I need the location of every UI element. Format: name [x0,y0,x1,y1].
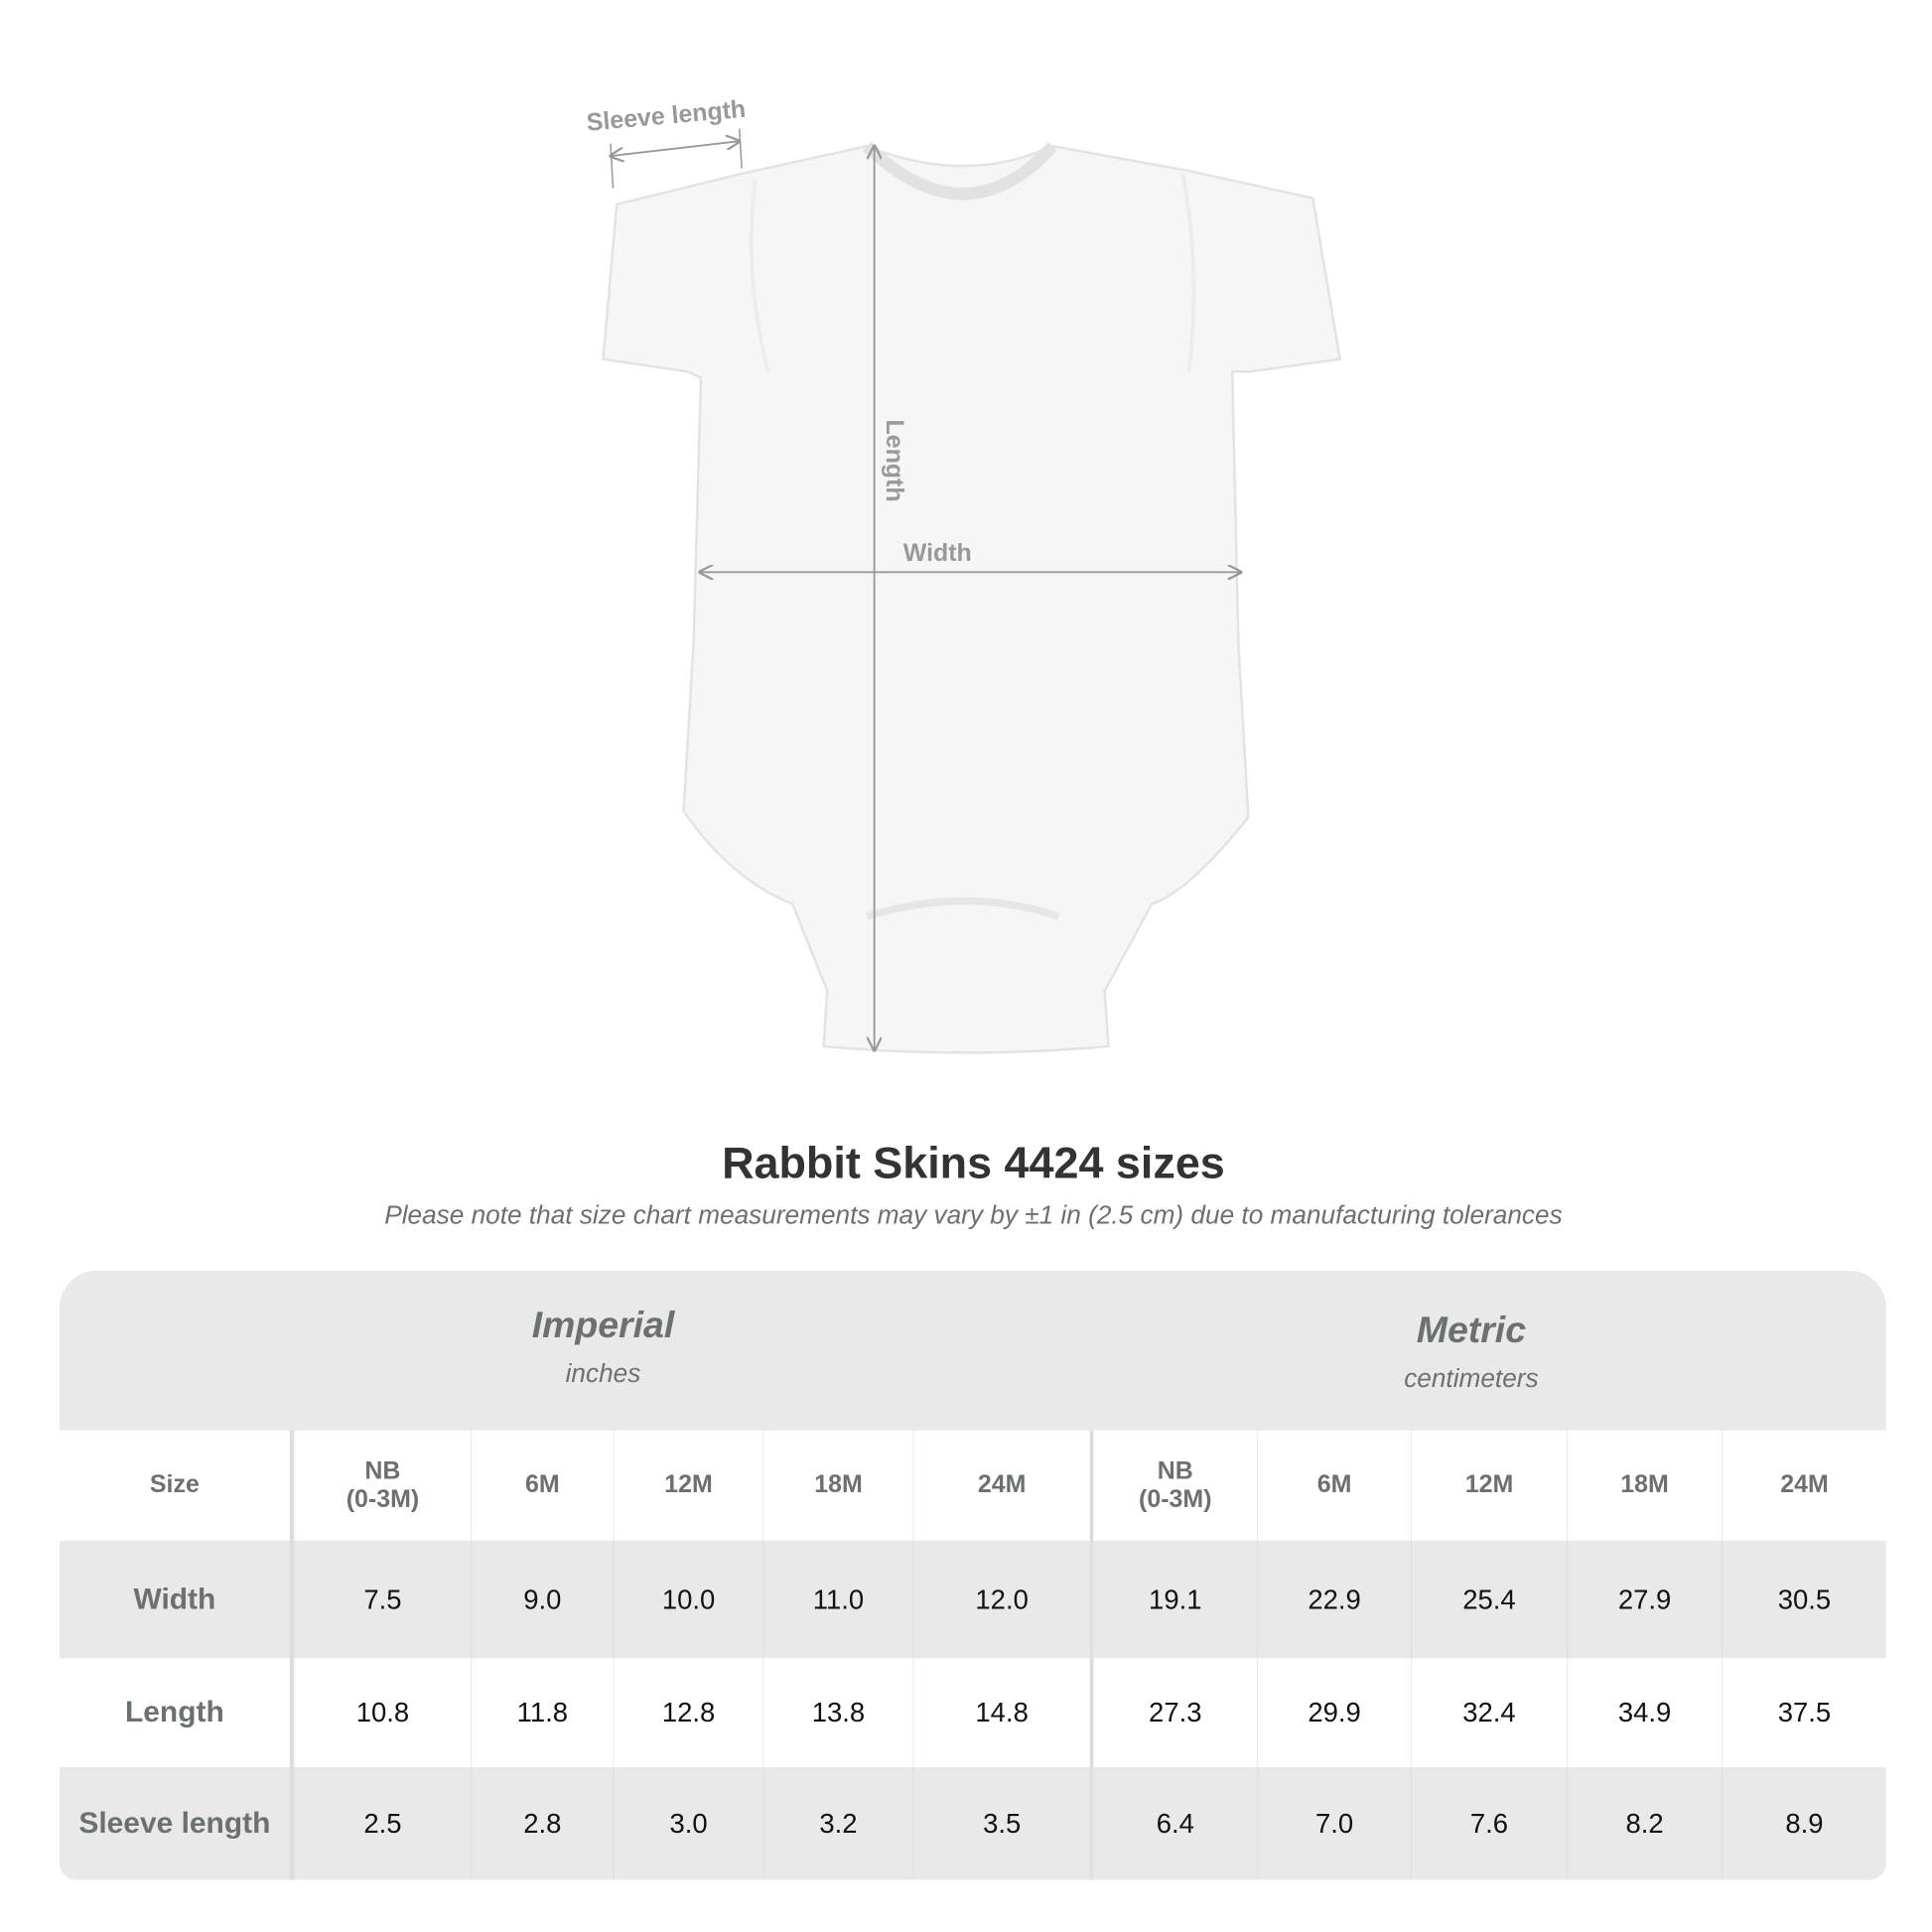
size-header-cell: 12M [1410,1430,1567,1541]
value-cell: 12.8 [613,1658,762,1768]
row-label: Width [60,1540,294,1659]
imperial-header: Imperial inches [417,1306,788,1390]
value-cell: 7.6 [1410,1767,1567,1880]
size-table: Imperial inches Metric centimeters Size N… [59,1270,1886,1880]
table-row: Sleeve length 2.5 2.8 3.0 3.2 3.5 6.4 7.0 7.6 8.2… [59,1767,1886,1880]
imperial-title: Imperial [531,1305,675,1346]
value-cell: 3.2 [762,1767,912,1880]
metric-unit: centimeters [1404,1364,1539,1394]
value-cell: 27.3 [1089,1658,1257,1768]
value-cell: 11.0 [762,1540,912,1659]
value-cell: 34.9 [1566,1658,1722,1768]
value-cell: 19.1 [1089,1540,1257,1659]
value-cell: 30.5 [1721,1540,1886,1659]
value-cell: 27.9 [1566,1540,1722,1659]
value-cell: 7.0 [1257,1767,1411,1880]
value-cell: 6.4 [1089,1767,1257,1880]
size-header-cell: NB (0-3M) [293,1430,471,1541]
value-cell: 14.8 [912,1658,1089,1768]
value-cell: 3.0 [613,1767,762,1880]
value-cell: 2.8 [471,1767,613,1880]
value-cell: 25.4 [1410,1540,1567,1659]
chart-subtitle: Please note that size chart measurements… [384,1200,1563,1230]
row-label: Size [60,1430,294,1541]
length-label: Length [881,419,908,501]
value-cell: 13.8 [762,1658,912,1768]
value-cell: 11.8 [471,1658,613,1768]
bodysuit-diagram: Sleeve length Length Width [586,95,1342,1054]
size-header-cell: 18M [762,1430,912,1541]
row-label: Length [60,1658,294,1768]
size-header-cell: 24M [1721,1430,1886,1541]
table-row: Length 10.8 11.8 12.8 13.8 14.8 27.3 29.9 32.4 34… [60,1658,1886,1768]
size-header-cell: NB (0-3M) [1089,1430,1257,1541]
value-cell: 10.8 [293,1658,471,1768]
value-cell: 32.4 [1410,1658,1567,1768]
table-header-band [59,1270,1886,1431]
value-cell: 29.9 [1257,1658,1411,1768]
value-cell: 37.5 [1721,1658,1886,1768]
width-label: Width [903,539,972,567]
size-header-cell: 24M [912,1430,1089,1541]
size-header-cell: 6M [471,1430,613,1541]
value-cell: 3.5 [912,1767,1089,1880]
value-cell: 8.9 [1721,1767,1886,1880]
metric-title: Metric [1416,1310,1527,1351]
sleeve-length-label: Sleeve length [586,95,748,137]
value-cell: 22.9 [1257,1540,1411,1659]
size-header-cell: 18M [1566,1430,1722,1541]
size-header-cell: 12M [613,1430,762,1541]
bodysuit-image [602,141,1342,1054]
metric-header: Metric centimeters [1286,1311,1657,1395]
sleeve-length-arrow [611,141,740,156]
value-cell: 8.2 [1566,1767,1722,1880]
imperial-unit: inches [565,1359,641,1389]
value-cell: 9.0 [471,1540,613,1659]
value-cell: 7.5 [293,1540,471,1659]
chart-title: Rabbit Skins 4424 sizes [722,1137,1225,1188]
row-label: Sleeve length [60,1767,294,1880]
value-cell: 10.0 [613,1540,762,1659]
value-cell: 2.5 [293,1767,471,1880]
size-header-row: Size NB (0-3M) 6M 12M 18M 24M NB (0-3M) 6M 12M 18… [60,1430,1886,1541]
table-row: Width 7.5 9.0 10.0 11.0 12.0 19.1 22.9 25.4 27.9 3… [59,1540,1886,1659]
size-header-cell: 6M [1257,1430,1411,1541]
value-cell: 12.0 [912,1540,1089,1659]
